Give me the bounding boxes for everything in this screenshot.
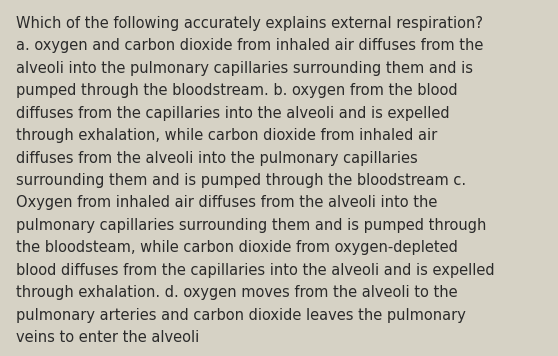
- Text: the bloodsteam, while carbon dioxide from oxygen-depleted: the bloodsteam, while carbon dioxide fro…: [16, 240, 458, 255]
- Text: alveoli into the pulmonary capillaries surrounding them and is: alveoli into the pulmonary capillaries s…: [16, 61, 473, 76]
- Text: diffuses from the capillaries into the alveoli and is expelled: diffuses from the capillaries into the a…: [16, 106, 449, 121]
- Text: pumped through the bloodstream. b. oxygen from the blood: pumped through the bloodstream. b. oxyge…: [16, 83, 457, 98]
- Text: surrounding them and is pumped through the bloodstream c.: surrounding them and is pumped through t…: [16, 173, 466, 188]
- Text: diffuses from the alveoli into the pulmonary capillaries: diffuses from the alveoli into the pulmo…: [16, 151, 417, 166]
- Text: pulmonary capillaries surrounding them and is pumped through: pulmonary capillaries surrounding them a…: [16, 218, 486, 233]
- Text: through exhalation, while carbon dioxide from inhaled air: through exhalation, while carbon dioxide…: [16, 128, 437, 143]
- Text: a. oxygen and carbon dioxide from inhaled air diffuses from the: a. oxygen and carbon dioxide from inhale…: [16, 38, 483, 53]
- Text: blood diffuses from the capillaries into the alveoli and is expelled: blood diffuses from the capillaries into…: [16, 263, 494, 278]
- Text: Which of the following accurately explains external respiration?: Which of the following accurately explai…: [16, 16, 483, 31]
- Text: veins to enter the alveoli: veins to enter the alveoli: [16, 330, 199, 345]
- Text: Oxygen from inhaled air diffuses from the alveoli into the: Oxygen from inhaled air diffuses from th…: [16, 195, 437, 210]
- Text: through exhalation. d. oxygen moves from the alveoli to the: through exhalation. d. oxygen moves from…: [16, 285, 457, 300]
- Text: pulmonary arteries and carbon dioxide leaves the pulmonary: pulmonary arteries and carbon dioxide le…: [16, 308, 465, 323]
